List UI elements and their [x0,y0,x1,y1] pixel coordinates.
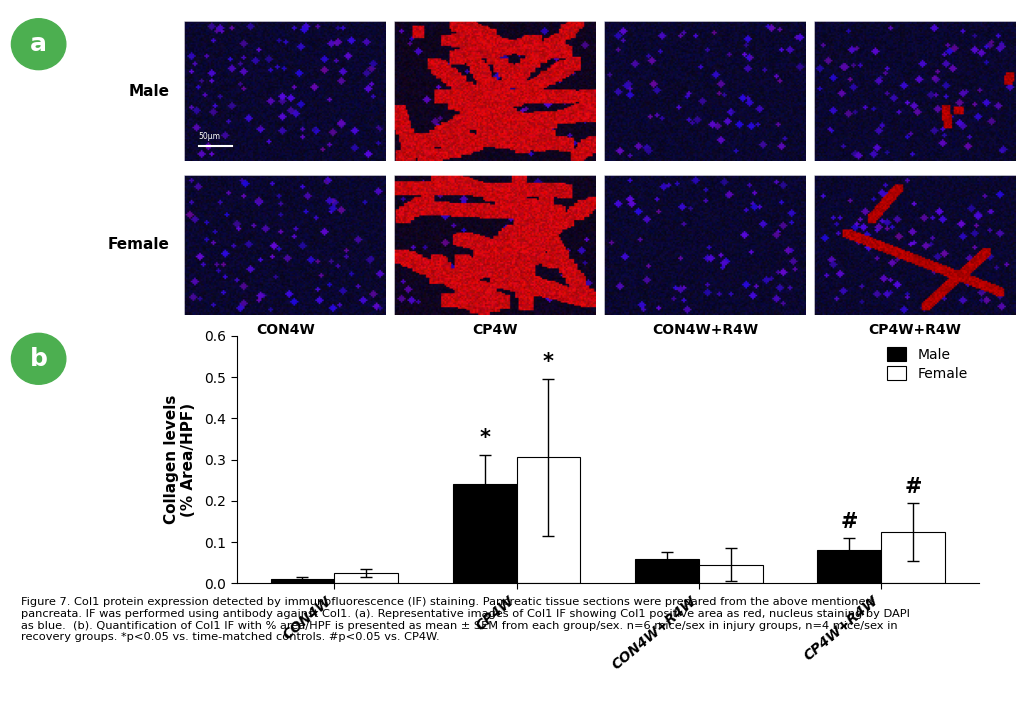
Y-axis label: Collagen levels
(% Area/HPF): Collagen levels (% Area/HPF) [164,395,196,524]
Text: 50μm: 50μm [199,132,220,141]
Bar [517,457,580,583]
Bar [698,565,762,583]
Bar [881,532,945,583]
Text: *: * [543,351,554,372]
Text: b: b [30,347,47,370]
Text: CP4W: CP4W [473,323,518,337]
Circle shape [11,334,66,385]
Text: Female: Female [108,238,170,252]
Text: a: a [30,33,47,56]
Text: Male: Male [129,83,170,98]
Circle shape [11,19,66,69]
Text: Figure 7. Col1 protein expression detected by immunofluorescence (IF) staining. : Figure 7. Col1 protein expression detect… [21,597,909,642]
Legend: Male, Female: Male, Female [883,343,971,385]
Text: #: # [840,512,858,532]
Bar [335,573,399,583]
Bar [817,550,881,583]
Bar [636,559,698,583]
Bar [453,484,517,583]
Text: CP4W+R4W: CP4W+R4W [868,323,961,337]
Text: CON4W+R4W: CON4W+R4W [652,323,758,337]
Bar [271,579,335,583]
Text: CON4W: CON4W [255,323,314,337]
Text: #: # [904,477,922,496]
Text: *: * [479,428,490,448]
